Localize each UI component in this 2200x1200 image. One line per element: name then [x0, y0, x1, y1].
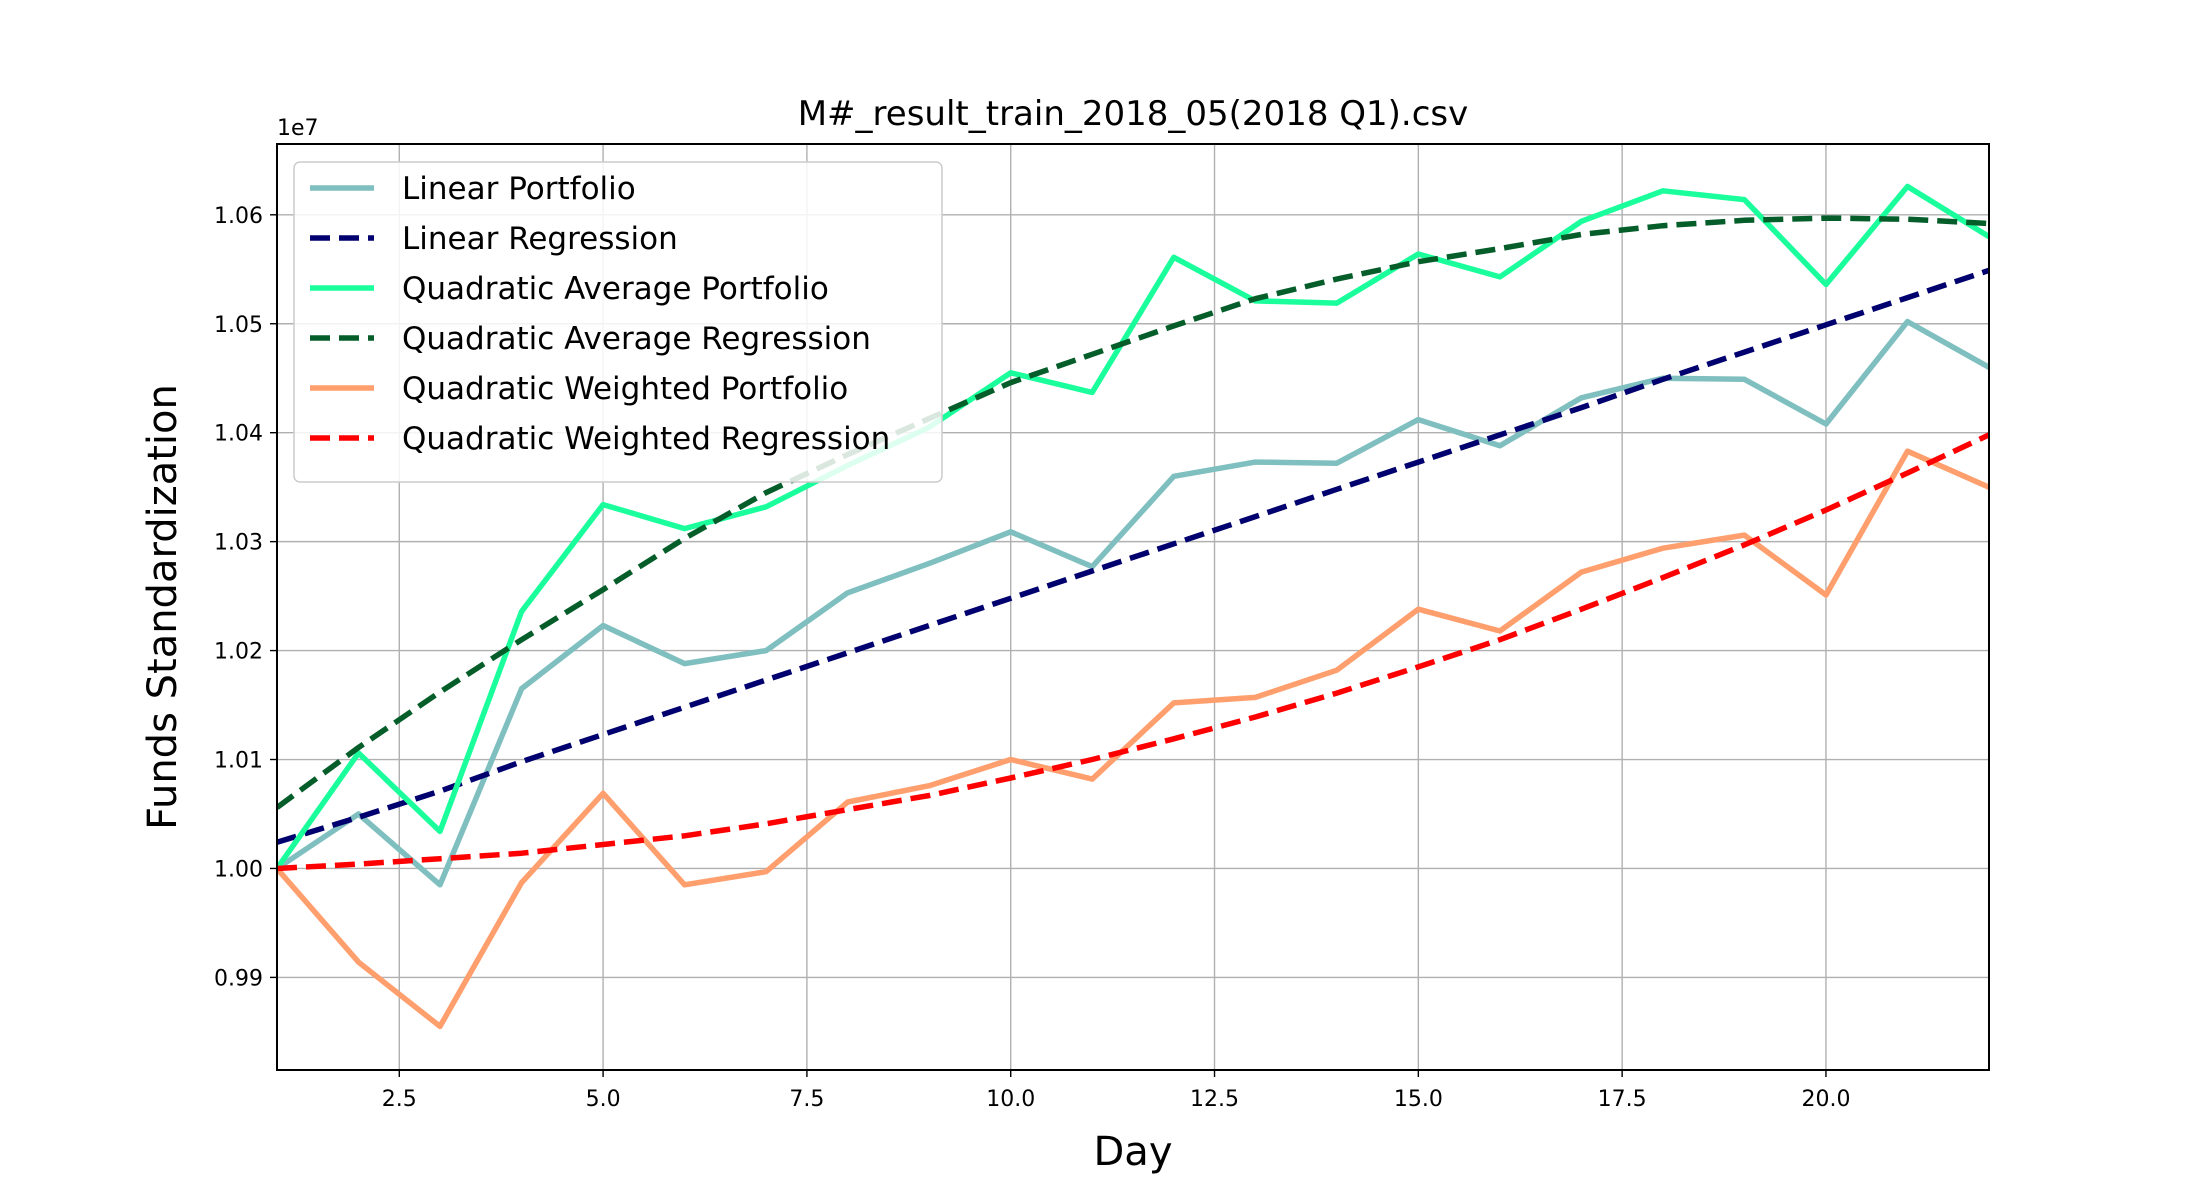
- y-tick-label: 1.02: [214, 640, 263, 665]
- plot-series: [277, 183, 1989, 1030]
- legend-label: Linear Portfolio: [402, 171, 636, 207]
- x-tick-label: 5.0: [586, 1087, 621, 1112]
- series-line-quadratic-weighted-regression: [277, 432, 1989, 872]
- plot-frame: [276, 143, 1990, 1071]
- x-tick-label: 7.5: [789, 1087, 824, 1112]
- x-tick-label: 2.5: [382, 1087, 417, 1112]
- legend-label: Linear Regression: [402, 221, 678, 257]
- x-axis-title: Day: [1094, 1129, 1173, 1175]
- axis-ticks: 2.5 5.0 7.5 10.0 12.5 15.0 17.5 20.0 0.99 1.00 1.0…: [214, 204, 1850, 1112]
- y-axis-title: Funds Standardization: [140, 384, 186, 830]
- y-tick-label: 1.01: [214, 749, 263, 774]
- series-line-quadratic-average-portfolio: [277, 183, 1989, 872]
- x-tick-label: 12.5: [1190, 1087, 1239, 1112]
- y-offset-label: 1e7: [277, 116, 319, 141]
- series-line-linear-portfolio: [277, 318, 1989, 888]
- chart-title: M#_result_train_2018_05(2018 Q1).csv: [798, 94, 1469, 134]
- legend-label: Quadratic Weighted Portfolio: [402, 371, 848, 407]
- legend: Linear Portfolio Linear Regression Quadrat…: [293, 161, 943, 483]
- legend-label: Quadratic Weighted Regression: [402, 421, 890, 457]
- x-tick-label: 15.0: [1394, 1087, 1443, 1112]
- y-tick-label: 0.99: [214, 966, 263, 991]
- legend-box: [293, 161, 943, 483]
- series-line-quadratic-weighted-portfolio: [277, 448, 1989, 1030]
- y-tick-label: 1.05: [214, 313, 263, 338]
- legend-label: Quadratic Average Regression: [402, 321, 871, 357]
- series-line-linear-regression: [277, 267, 1989, 845]
- y-tick-label: 1.06: [214, 204, 263, 229]
- x-tick-label: 17.5: [1598, 1087, 1647, 1112]
- x-tick-label: 10.0: [986, 1087, 1035, 1112]
- y-tick-label: 1.03: [214, 531, 263, 556]
- y-tick-label: 1.00: [214, 857, 263, 882]
- legend-label: Quadratic Average Portfolio: [402, 271, 829, 307]
- x-tick-label: 20.0: [1801, 1087, 1850, 1112]
- y-tick-label: 1.04: [214, 422, 263, 447]
